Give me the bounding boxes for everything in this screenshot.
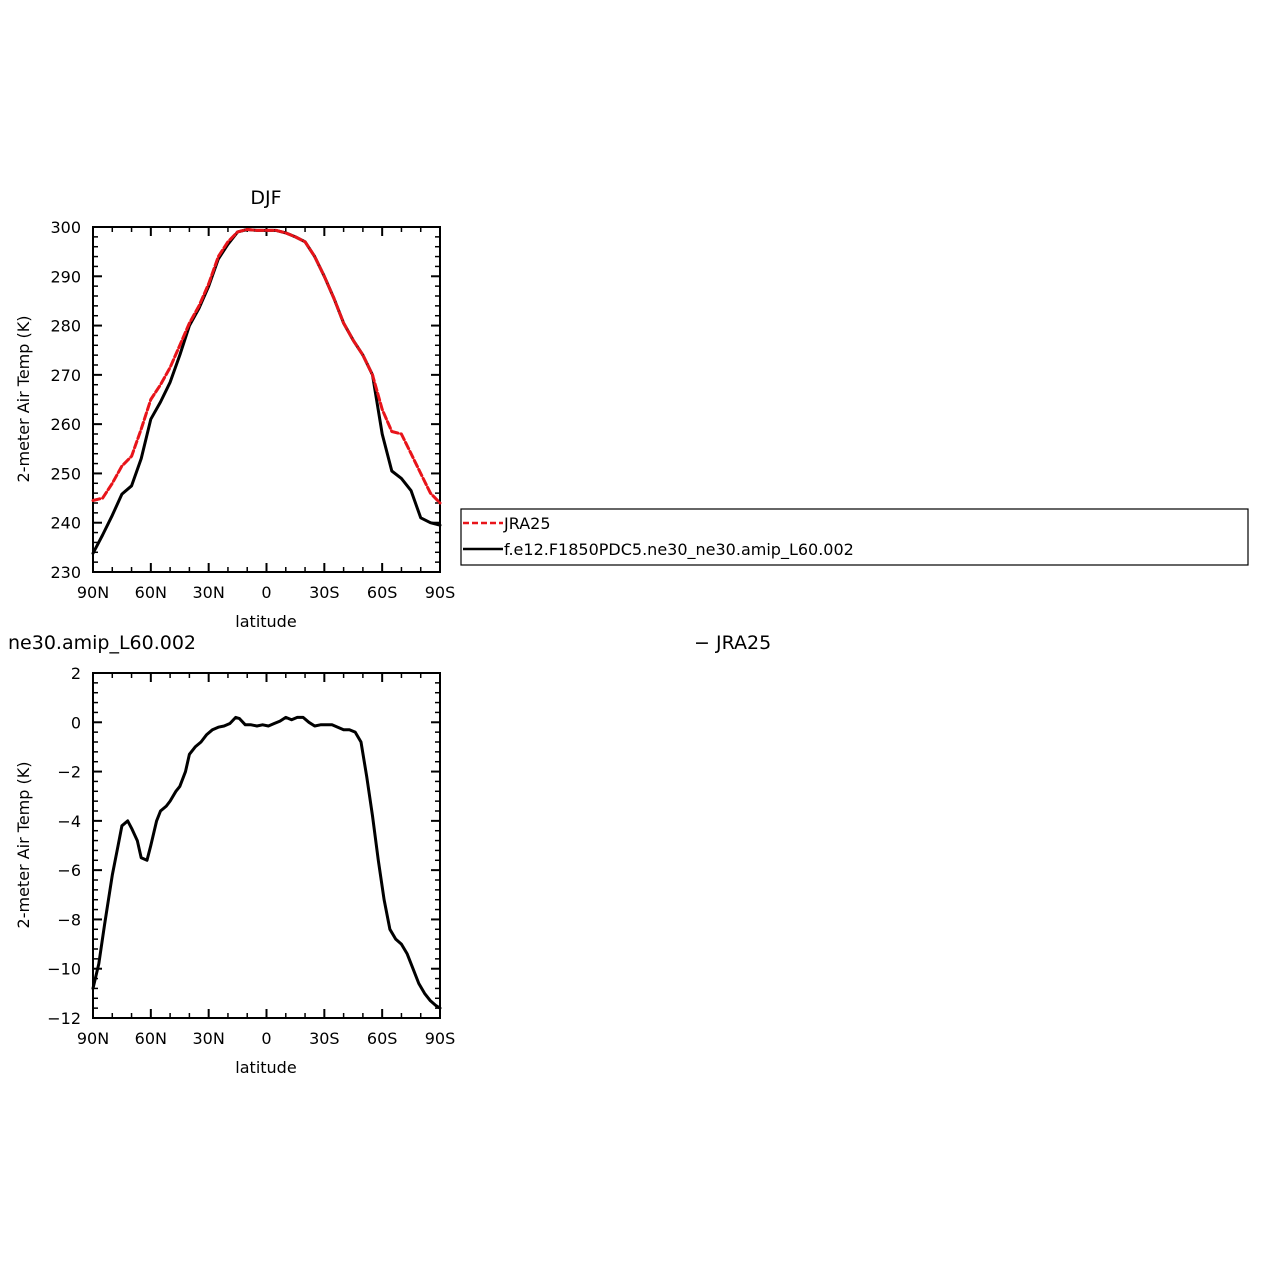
bottom-x-axis-label: latitude <box>235 1058 296 1077</box>
bottom-x-ticks: 90N 60N 30N 0 30S 60S 90S <box>77 673 455 1048</box>
top-x-axis-label: latitude <box>235 612 296 631</box>
bottom-chart-title-right: − JRA25 <box>694 632 771 654</box>
legend-box <box>460 508 1249 566</box>
series-line-difference <box>91 715 442 1010</box>
legend-label-model: f.e12.F1850PDC5.ne30_ne30.amip_L60.002 <box>504 540 854 560</box>
x-tick-label: 0 <box>261 583 271 602</box>
top-x-ticks: 90N 60N 30N 0 30S 60S 90S <box>77 227 455 602</box>
bottom-series-lines <box>91 715 442 1010</box>
y-tick-label: 2 <box>71 664 81 683</box>
y-tick-label: 260 <box>50 415 81 434</box>
series-line-jra25 <box>91 228 442 505</box>
top-chart-panel: DJF 90N 60N 30N 0 30S 60S 90S 2302402502602702… <box>14 187 455 631</box>
top-plot-frame <box>92 226 441 573</box>
y-tick-label: 270 <box>50 366 81 385</box>
x-tick-label: 90S <box>425 1029 456 1048</box>
bottom-y-ticks: −12 −10 −8 −6 −4 −2 0 2 <box>47 664 440 1028</box>
bottom-chart-title-left: ne30.amip_L60.002 <box>8 632 196 654</box>
x-tick-label: 30S <box>309 1029 340 1048</box>
x-tick-label: 90N <box>77 1029 109 1048</box>
top-y-ticks: 230 240 250 260 270 280 290 300 <box>50 218 440 582</box>
y-tick-label: 240 <box>50 514 81 533</box>
top-y-axis-label: 2-meter Air Temp (K) <box>14 316 33 483</box>
bottom-y-axis-label: 2-meter Air Temp (K) <box>14 762 33 929</box>
y-tick-label: 230 <box>50 563 81 582</box>
chart-legend: JRA25 f.e12.F1850PDC5.ne30_ne30.amip_L60… <box>460 508 1249 566</box>
y-tick-label: 300 <box>50 218 81 237</box>
y-tick-label: 290 <box>50 267 81 286</box>
y-tick-label: −10 <box>47 960 81 979</box>
x-tick-label: 60N <box>135 583 167 602</box>
x-tick-label: 60N <box>135 1029 167 1048</box>
y-tick-label: 250 <box>50 464 81 483</box>
x-tick-label: 30S <box>309 583 340 602</box>
x-tick-label: 0 <box>261 1029 271 1048</box>
y-tick-label: −2 <box>57 763 81 782</box>
x-tick-label: 60S <box>367 583 398 602</box>
bottom-chart-panel: ne30.amip_L60.002 − JRA25 90N 60N 30N 0 30S 6… <box>8 632 771 1077</box>
legend-label-jra25: JRA25 <box>503 514 551 533</box>
x-tick-label: 90N <box>77 583 109 602</box>
y-tick-label: 0 <box>71 713 81 732</box>
top-chart-title: DJF <box>250 187 281 209</box>
x-tick-label: 90S <box>425 583 456 602</box>
series-line-f-e12-f1850pdc5-ne30-ne30-amip-l60-002 <box>91 228 442 555</box>
x-tick-label: 30N <box>193 1029 225 1048</box>
x-tick-label: 60S <box>367 1029 398 1048</box>
y-tick-label: 280 <box>50 317 81 336</box>
y-tick-label: −4 <box>57 812 81 831</box>
y-tick-label: −6 <box>57 861 81 880</box>
y-tick-label: −12 <box>47 1009 81 1028</box>
y-tick-label: −8 <box>57 910 81 929</box>
x-tick-label: 30N <box>193 583 225 602</box>
top-series-lines <box>91 228 442 555</box>
